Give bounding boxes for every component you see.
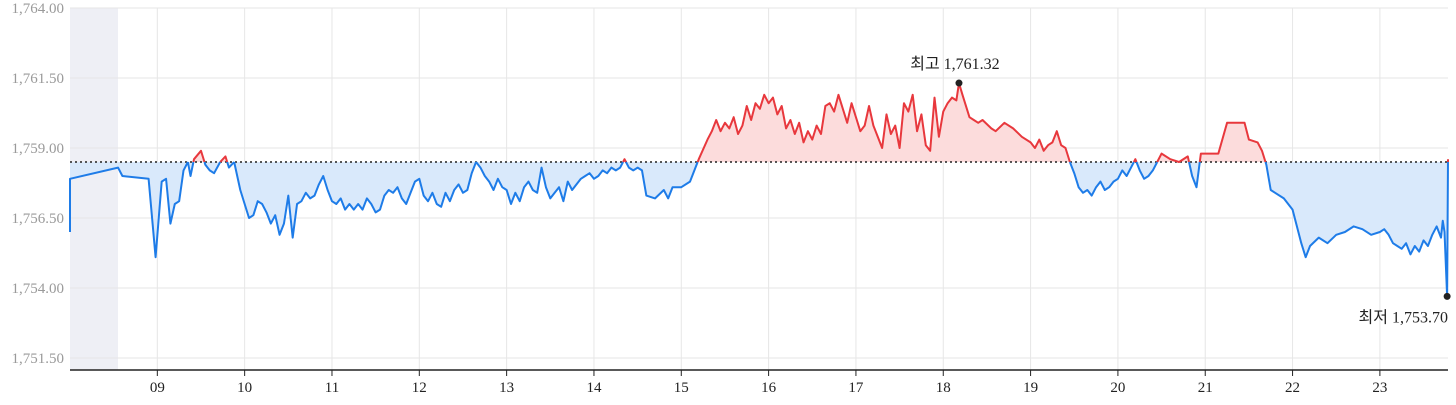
area-fills bbox=[70, 83, 1448, 296]
y-tick-label: 1,756.50 bbox=[12, 211, 65, 227]
below-area-fill bbox=[1070, 162, 1134, 196]
low-point-marker bbox=[1444, 293, 1451, 300]
y-tick-label: 1,761.50 bbox=[12, 71, 65, 87]
x-tick-label: 20 bbox=[1110, 380, 1125, 396]
low-point-label: 최저 1,753.70 bbox=[1359, 308, 1448, 326]
x-tick-label: 12 bbox=[412, 380, 427, 396]
x-tick-label: 16 bbox=[761, 380, 777, 396]
y-tick-label: 1,754.00 bbox=[12, 281, 65, 297]
x-tick-label: 11 bbox=[325, 380, 339, 396]
x-axis-ticks: 09 10 11 12 13 14 15 16 17 18 19 20 21 22 23 bbox=[150, 370, 1388, 396]
y-tick-label: 1,759.00 bbox=[12, 141, 65, 157]
above-area-fill bbox=[698, 83, 1070, 162]
y-axis-ticks: 1,764.00 1,761.50 1,759.00 1,756.50 1,754.00… bbox=[12, 1, 65, 367]
x-tick-label: 22 bbox=[1285, 380, 1300, 396]
x-tick-label: 23 bbox=[1372, 380, 1387, 396]
x-tick-label: 18 bbox=[936, 380, 951, 396]
high-point-marker bbox=[955, 80, 962, 87]
x-tick-label: 21 bbox=[1198, 380, 1213, 396]
y-tick-label: 1,751.50 bbox=[12, 351, 65, 367]
x-tick-label: 15 bbox=[674, 380, 689, 396]
high-point-label: 최고 1,761.32 bbox=[910, 55, 999, 73]
x-tick-label: 09 bbox=[150, 380, 165, 396]
x-tick-label: 17 bbox=[848, 380, 864, 396]
x-tick-label: 10 bbox=[237, 380, 252, 396]
x-tick-label: 13 bbox=[499, 380, 514, 396]
pre-market-shade bbox=[70, 8, 118, 370]
below-area-fill bbox=[234, 162, 476, 238]
x-tick-label: 14 bbox=[586, 380, 602, 396]
y-tick-label: 1,764.00 bbox=[12, 1, 65, 17]
above-price-line bbox=[1134, 159, 1137, 162]
x-tick-label: 19 bbox=[1023, 380, 1038, 396]
